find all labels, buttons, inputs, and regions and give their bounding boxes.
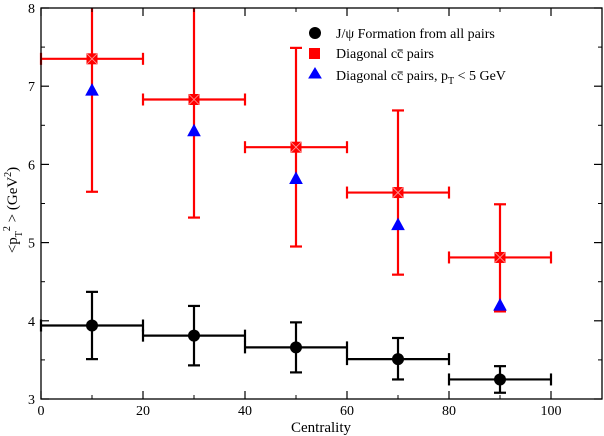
legend-marker-circle	[309, 27, 321, 39]
series-square	[39, 8, 553, 313]
data-point	[187, 123, 201, 137]
y-tick-label: 7	[28, 80, 35, 95]
data-point-hatch	[86, 53, 98, 65]
legend: J/ψ Formation from all pairs Diagonal cc…	[308, 27, 506, 87]
svg-text:<pT2 > (GeV2): <pT2 > (GeV2)	[2, 167, 25, 253]
data-point	[85, 83, 99, 96]
y-tick-label: 5	[28, 237, 35, 252]
data-point	[188, 329, 200, 342]
series-circle	[39, 290, 553, 394]
data-point	[494, 373, 506, 386]
data-point	[493, 298, 507, 311]
y-axis-title: <pT2 > (GeV2)	[2, 167, 25, 253]
legend-marker-square	[309, 48, 320, 59]
data-point-hatch	[392, 187, 404, 198]
legend-label-diagonal: Diagonal cc pairs	[336, 47, 434, 62]
data-point	[290, 341, 302, 354]
legend-label-diagonal-ptcut: Diagonal cc pairs, pT < 5 GeV	[336, 69, 506, 87]
y-tick-label: 4	[28, 315, 35, 330]
data-point	[86, 319, 98, 332]
axes-layer: 0 20 40 60 80 100 3 4 5 6 7 8	[28, 2, 602, 419]
data-point-hatch	[290, 141, 302, 153]
x-axis-title: Centrality	[291, 420, 351, 436]
data-point	[392, 353, 404, 366]
x-tick-label: 20	[136, 404, 150, 419]
x-tick-label: 40	[238, 404, 252, 419]
data-point-hatch	[188, 94, 200, 105]
x-tick-label: 60	[340, 404, 354, 419]
legend-entry-diagonal-ptcut: Diagonal cc pairs, pT < 5 GeV	[308, 67, 506, 87]
legend-overbars	[397, 49, 403, 73]
legend-entry-jpsi: J/ψ Formation from all pairs	[309, 27, 495, 42]
data-point	[391, 217, 405, 231]
x-tick-label: 0	[38, 404, 45, 419]
series-triangle	[85, 83, 507, 311]
y-tick-label: 6	[28, 158, 35, 173]
plot-frame	[40, 7, 603, 400]
legend-entry-diagonal: Diagonal cc pairs	[309, 47, 434, 62]
x-tick-label: 80	[442, 404, 456, 419]
y-tick-label: 8	[28, 2, 35, 17]
x-tick-label: 100	[541, 404, 562, 419]
data-point	[289, 171, 303, 184]
data-layer	[39, 8, 553, 394]
data-point-hatch	[494, 252, 506, 263]
legend-marker-triangle	[308, 67, 322, 79]
y-tick-label: 3	[28, 393, 35, 408]
legend-label-jpsi: J/ψ Formation from all pairs	[336, 27, 495, 42]
